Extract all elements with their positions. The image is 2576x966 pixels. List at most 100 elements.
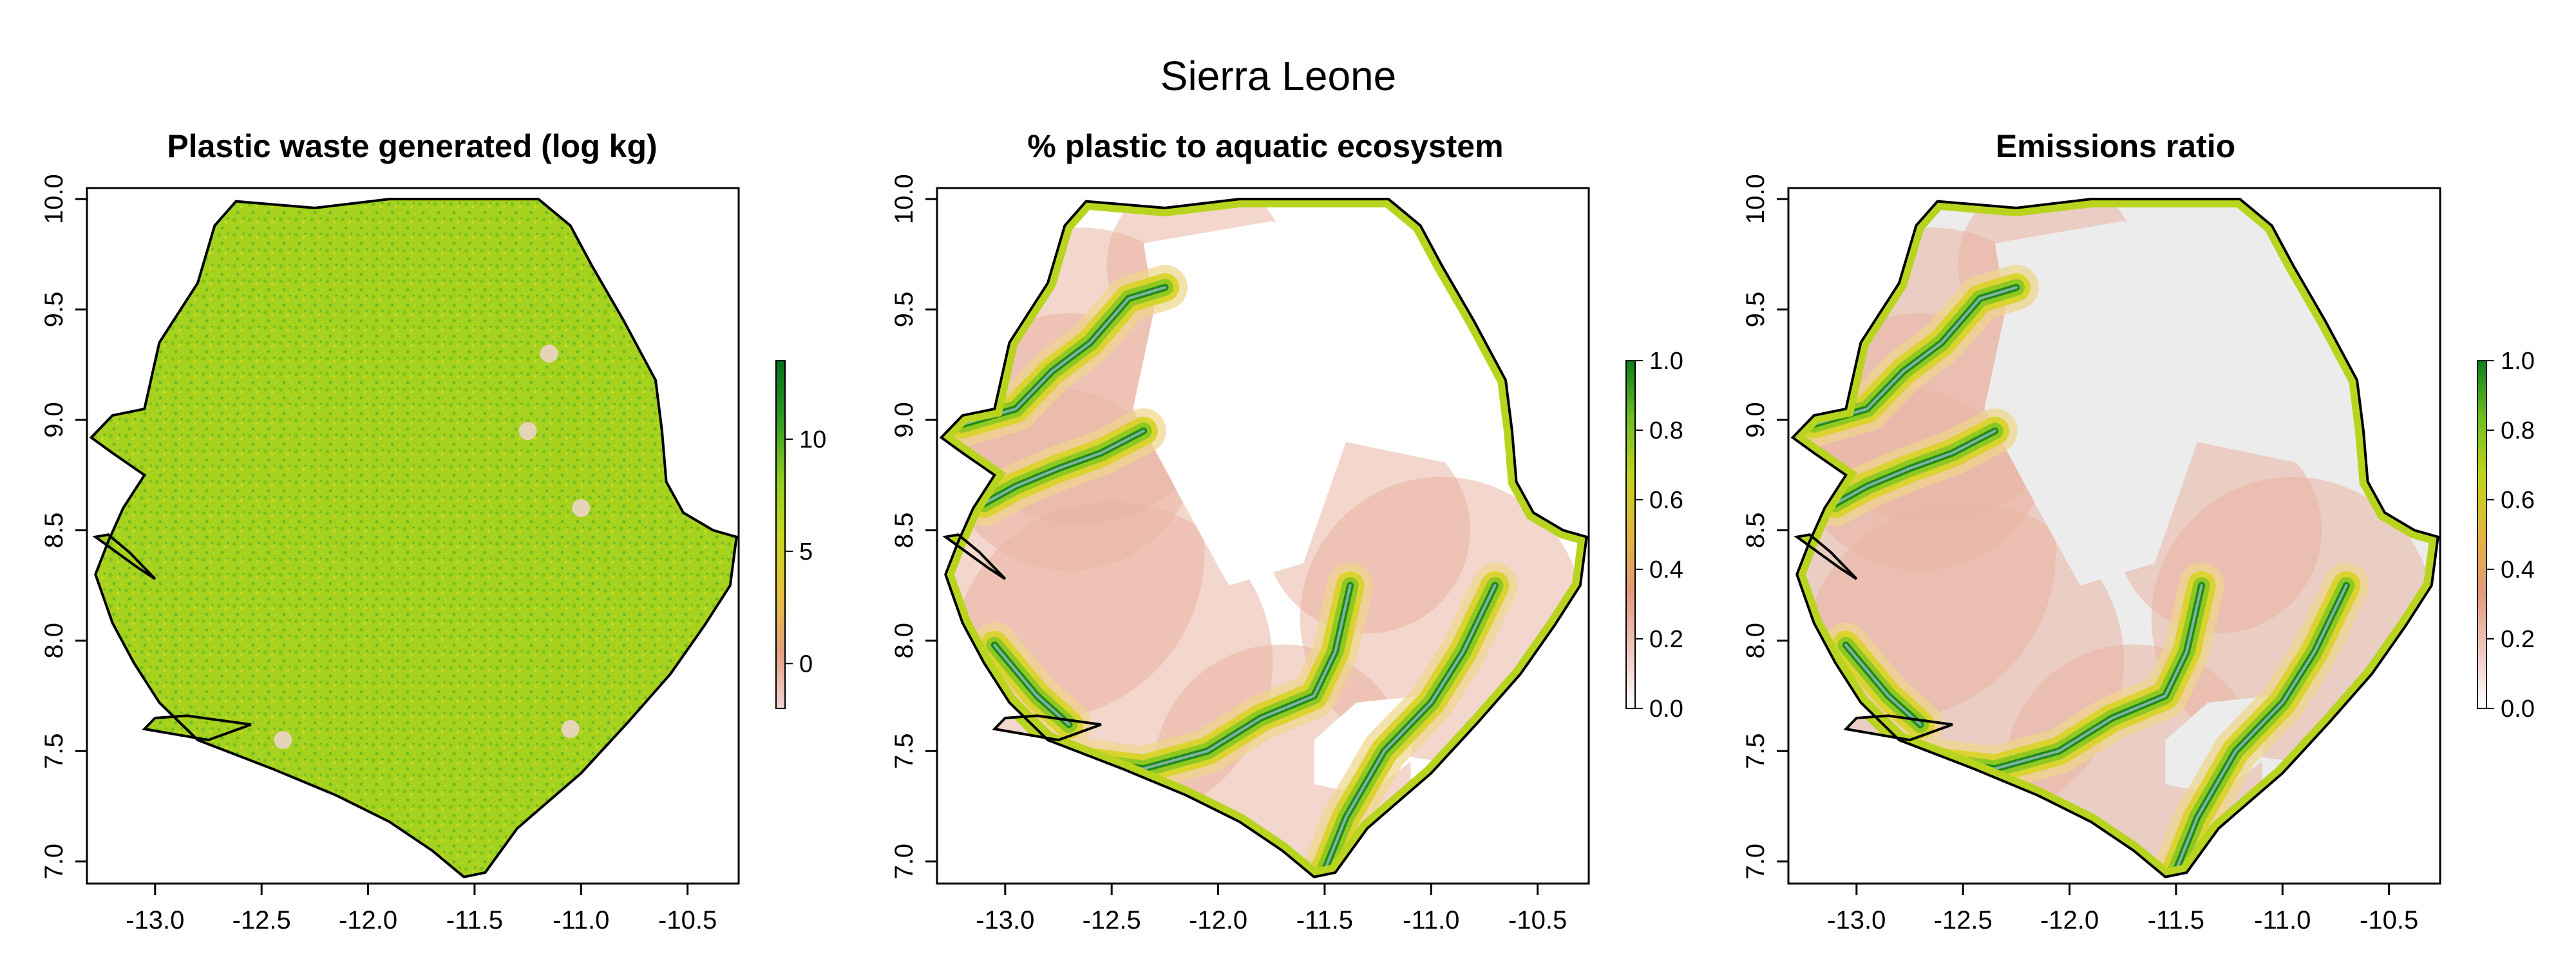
low-transfer-area — [1133, 221, 1453, 586]
x-tick-label: -12.5 — [1934, 906, 1993, 934]
legend-tick-label: 0.8 — [1649, 417, 1683, 444]
y-tick-label: 9.0 — [40, 402, 68, 438]
legend-tick-label: 10 — [799, 426, 826, 453]
plot-frame — [1787, 187, 2441, 885]
river-band — [1323, 584, 1497, 872]
legend-tick-label: 0.0 — [2501, 696, 2535, 723]
x-tick-label: -10.5 — [2360, 906, 2418, 934]
y-tick-label: 9.5 — [1741, 292, 1770, 328]
legend-tick-label: 0.2 — [2501, 626, 2535, 653]
x-tick-label: -11.0 — [553, 906, 609, 934]
panel-waste-generated: Plastic waste generated (log kg) -13.0 -1… — [40, 128, 826, 934]
color-legend: 1.0 0.8 0.6 0.4 0.2 0.0 — [1625, 348, 1683, 723]
low-value-patch — [178, 737, 196, 756]
color-legend: 10 5 0 — [775, 360, 826, 709]
map-area — [1790, 198, 2439, 878]
x-tick-label: -11.0 — [1403, 906, 1459, 934]
panel-title: % plastic to aquatic ecosystem — [1027, 128, 1503, 164]
x-tick-label: -13.0 — [1827, 906, 1886, 934]
x-tick-label: -12.5 — [232, 906, 291, 934]
y-tick-label: 9.5 — [40, 292, 68, 328]
x-tick-label: -12.0 — [2040, 906, 2099, 934]
map-area — [89, 198, 738, 878]
y-axis: 7.0 7.5 8.0 8.5 9.0 9.5 10.0 — [40, 174, 87, 880]
y-tick-label: 9.5 — [890, 292, 918, 328]
y-tick-label: 10.0 — [890, 174, 918, 224]
figure-title: Sierra Leone — [1160, 53, 1396, 99]
x-tick-label: -10.5 — [1508, 906, 1567, 934]
y-tick-label: 7.5 — [1741, 733, 1770, 769]
low-value-patch — [518, 422, 537, 440]
y-tick-label: 7.5 — [890, 733, 918, 769]
waste-raster — [91, 199, 737, 877]
x-tick-label: -12.0 — [1189, 906, 1247, 934]
river-band — [961, 286, 1166, 426]
y-tick-label: 7.0 — [40, 844, 68, 880]
country-boundary — [89, 198, 738, 878]
country-boundary — [939, 198, 1588, 878]
legend-tick-label: 0.0 — [1649, 696, 1683, 723]
low-value-patch — [572, 499, 591, 518]
panel-emissions-ratio: Emissions ratio -13.0 -12.5 -12.0 -11.5 -11.… — [1741, 128, 2535, 934]
river-band — [1844, 643, 1922, 726]
island-outline — [1843, 714, 1953, 742]
country-boundary — [1790, 198, 2439, 878]
y-tick-label: 8.5 — [40, 513, 68, 549]
legend-tick-label: 0.6 — [1649, 487, 1683, 514]
y-tick-label: 9.0 — [890, 402, 918, 438]
legend-colorbar — [2477, 360, 2487, 709]
island-outline — [1794, 533, 1858, 580]
y-tick-label: 8.0 — [40, 623, 68, 659]
y-axis: 7.0 7.5 8.0 8.5 9.0 9.5 10.0 — [890, 174, 937, 880]
map-fill — [1792, 199, 2438, 877]
low-value-patch — [540, 345, 558, 363]
map-area — [939, 198, 1588, 878]
panel-title: Plastic waste generated (log kg) — [167, 128, 657, 164]
legend-tick-label: 0.4 — [2501, 556, 2535, 583]
river-band — [982, 430, 1145, 506]
legend-tick-label: 0.8 — [2501, 417, 2535, 444]
y-tick-label: 9.0 — [1741, 402, 1770, 438]
y-tick-label: 8.0 — [890, 623, 918, 659]
legend-tick-label: 1.0 — [1649, 348, 1683, 375]
legend-tick-label: 0 — [799, 650, 813, 677]
x-axis: -13.0 -12.5 -12.0 -11.5 -11.0 -10.5 — [126, 884, 717, 934]
x-axis: -13.0 -12.5 -12.0 -11.5 -11.0 -10.5 — [1827, 884, 2418, 934]
river-band — [1812, 286, 2018, 426]
low-transfer-area — [1984, 221, 2304, 586]
x-tick-label: -11.5 — [446, 906, 503, 934]
x-tick-label: -13.0 — [976, 906, 1034, 934]
island-outline — [142, 714, 252, 742]
plot-frame — [86, 187, 740, 885]
plot-frame — [936, 187, 1590, 885]
river-band — [1833, 430, 1996, 506]
panel-aquatic-percent: % plastic to aquatic ecosystem -13.0 -12.… — [890, 128, 1683, 934]
x-tick-label: -12.0 — [339, 906, 397, 934]
river-band — [993, 643, 1070, 726]
x-tick-label: -11.0 — [2254, 906, 2311, 934]
legend-colorbar — [1625, 360, 1636, 709]
island-outline — [992, 714, 1102, 742]
y-axis: 7.0 7.5 8.0 8.5 9.0 9.5 10.0 — [1741, 174, 1788, 880]
color-legend: 1.0 0.8 0.6 0.4 0.2 0.0 — [2477, 348, 2535, 723]
map-fill — [91, 199, 737, 877]
legend-tick-label: 0.6 — [2501, 487, 2535, 514]
x-axis: -13.0 -12.5 -12.0 -11.5 -11.0 -10.5 — [976, 884, 1567, 934]
x-tick-label: -11.5 — [1296, 906, 1353, 934]
legend-tick-label: 0.2 — [1649, 626, 1683, 653]
x-tick-label: -13.0 — [126, 906, 184, 934]
low-value-patch — [561, 720, 580, 738]
panel-title: Emissions ratio — [1996, 128, 2235, 164]
river-band — [2174, 584, 2348, 872]
x-tick-label: -11.5 — [2148, 906, 2204, 934]
x-tick-label: -12.5 — [1083, 906, 1141, 934]
y-tick-label: 7.0 — [890, 844, 918, 880]
low-value-patch — [274, 731, 292, 750]
x-tick-label: -10.5 — [658, 906, 717, 934]
legend-colorbar — [775, 360, 786, 709]
island-outline — [92, 533, 156, 580]
legend-tick-label: 0.4 — [1649, 556, 1683, 583]
island-outline — [942, 533, 1007, 580]
map-fill — [941, 199, 1587, 877]
